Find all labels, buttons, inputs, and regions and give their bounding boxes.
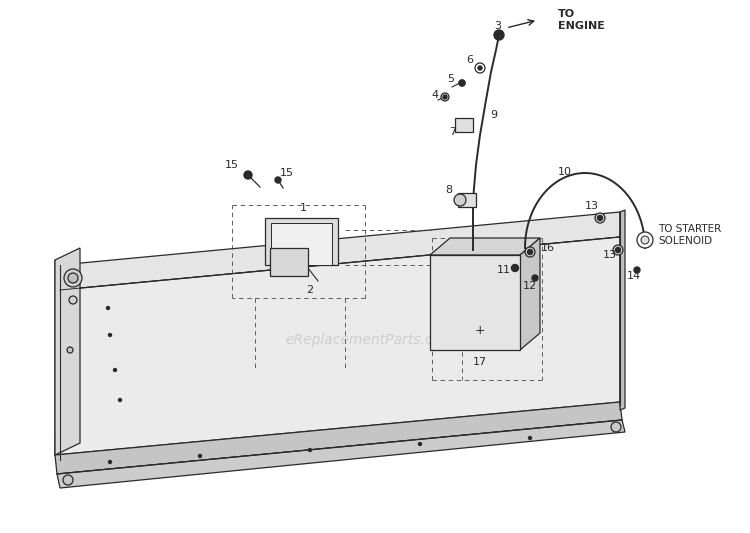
Text: 2: 2 [307, 285, 314, 295]
Text: 4: 4 [431, 90, 439, 100]
Text: 15: 15 [280, 168, 294, 178]
Circle shape [529, 437, 532, 440]
Circle shape [475, 63, 485, 73]
Text: 12: 12 [523, 281, 537, 291]
Circle shape [109, 334, 112, 336]
Text: 13: 13 [603, 250, 617, 260]
Circle shape [525, 247, 535, 257]
Circle shape [595, 213, 605, 223]
Text: eReplacementParts.com: eReplacementParts.com [285, 333, 454, 347]
Text: 5: 5 [448, 74, 454, 84]
Circle shape [494, 30, 504, 40]
Text: 13: 13 [585, 201, 599, 211]
Bar [270, 248, 308, 276]
Circle shape [459, 80, 465, 86]
Text: 15: 15 [225, 160, 239, 170]
Polygon shape [60, 212, 620, 290]
Text: +: + [475, 324, 485, 336]
Circle shape [459, 80, 465, 86]
Circle shape [637, 232, 653, 248]
Circle shape [598, 215, 602, 221]
Text: 9: 9 [490, 110, 497, 120]
Text: 14: 14 [627, 271, 641, 281]
Circle shape [527, 249, 532, 254]
Circle shape [244, 171, 252, 179]
Circle shape [441, 93, 449, 101]
Polygon shape [55, 260, 60, 460]
Circle shape [113, 368, 116, 372]
Circle shape [68, 273, 78, 283]
Circle shape [443, 95, 447, 99]
Circle shape [69, 296, 77, 304]
Circle shape [308, 448, 311, 451]
Circle shape [63, 475, 73, 485]
Circle shape [64, 269, 82, 287]
Circle shape [67, 347, 73, 353]
Circle shape [616, 247, 620, 253]
Text: 1: 1 [299, 203, 307, 213]
Text: TO STARTER
SOLENOID: TO STARTER SOLENOID [658, 224, 722, 246]
Text: 10: 10 [558, 167, 572, 177]
Circle shape [460, 82, 464, 85]
Bar [458, 193, 476, 207]
Circle shape [106, 306, 109, 310]
Text: 17: 17 [473, 357, 487, 367]
Circle shape [275, 177, 281, 183]
Circle shape [118, 399, 122, 401]
Circle shape [613, 245, 623, 255]
Circle shape [641, 236, 649, 244]
Text: 7: 7 [449, 127, 457, 137]
Text: TO
ENGINE: TO ENGINE [558, 9, 604, 31]
Polygon shape [520, 238, 540, 350]
Text: 16: 16 [541, 243, 555, 253]
Circle shape [419, 442, 422, 446]
Text: 6: 6 [466, 55, 473, 65]
Polygon shape [430, 255, 520, 350]
Circle shape [611, 422, 621, 432]
Circle shape [199, 455, 202, 457]
Circle shape [634, 267, 640, 273]
Bar [455, 118, 473, 132]
Polygon shape [57, 420, 625, 488]
Text: 11: 11 [497, 265, 511, 275]
Circle shape [478, 66, 482, 70]
Circle shape [454, 194, 466, 206]
Text: 3: 3 [494, 21, 502, 31]
Bar [265, 218, 338, 265]
Polygon shape [55, 248, 80, 455]
Circle shape [532, 275, 538, 281]
Polygon shape [620, 210, 625, 410]
Polygon shape [55, 237, 620, 455]
Text: 8: 8 [446, 185, 452, 195]
Bar [271, 223, 332, 265]
Circle shape [512, 264, 518, 271]
Polygon shape [430, 238, 540, 255]
Polygon shape [55, 402, 622, 474]
Circle shape [109, 461, 112, 464]
